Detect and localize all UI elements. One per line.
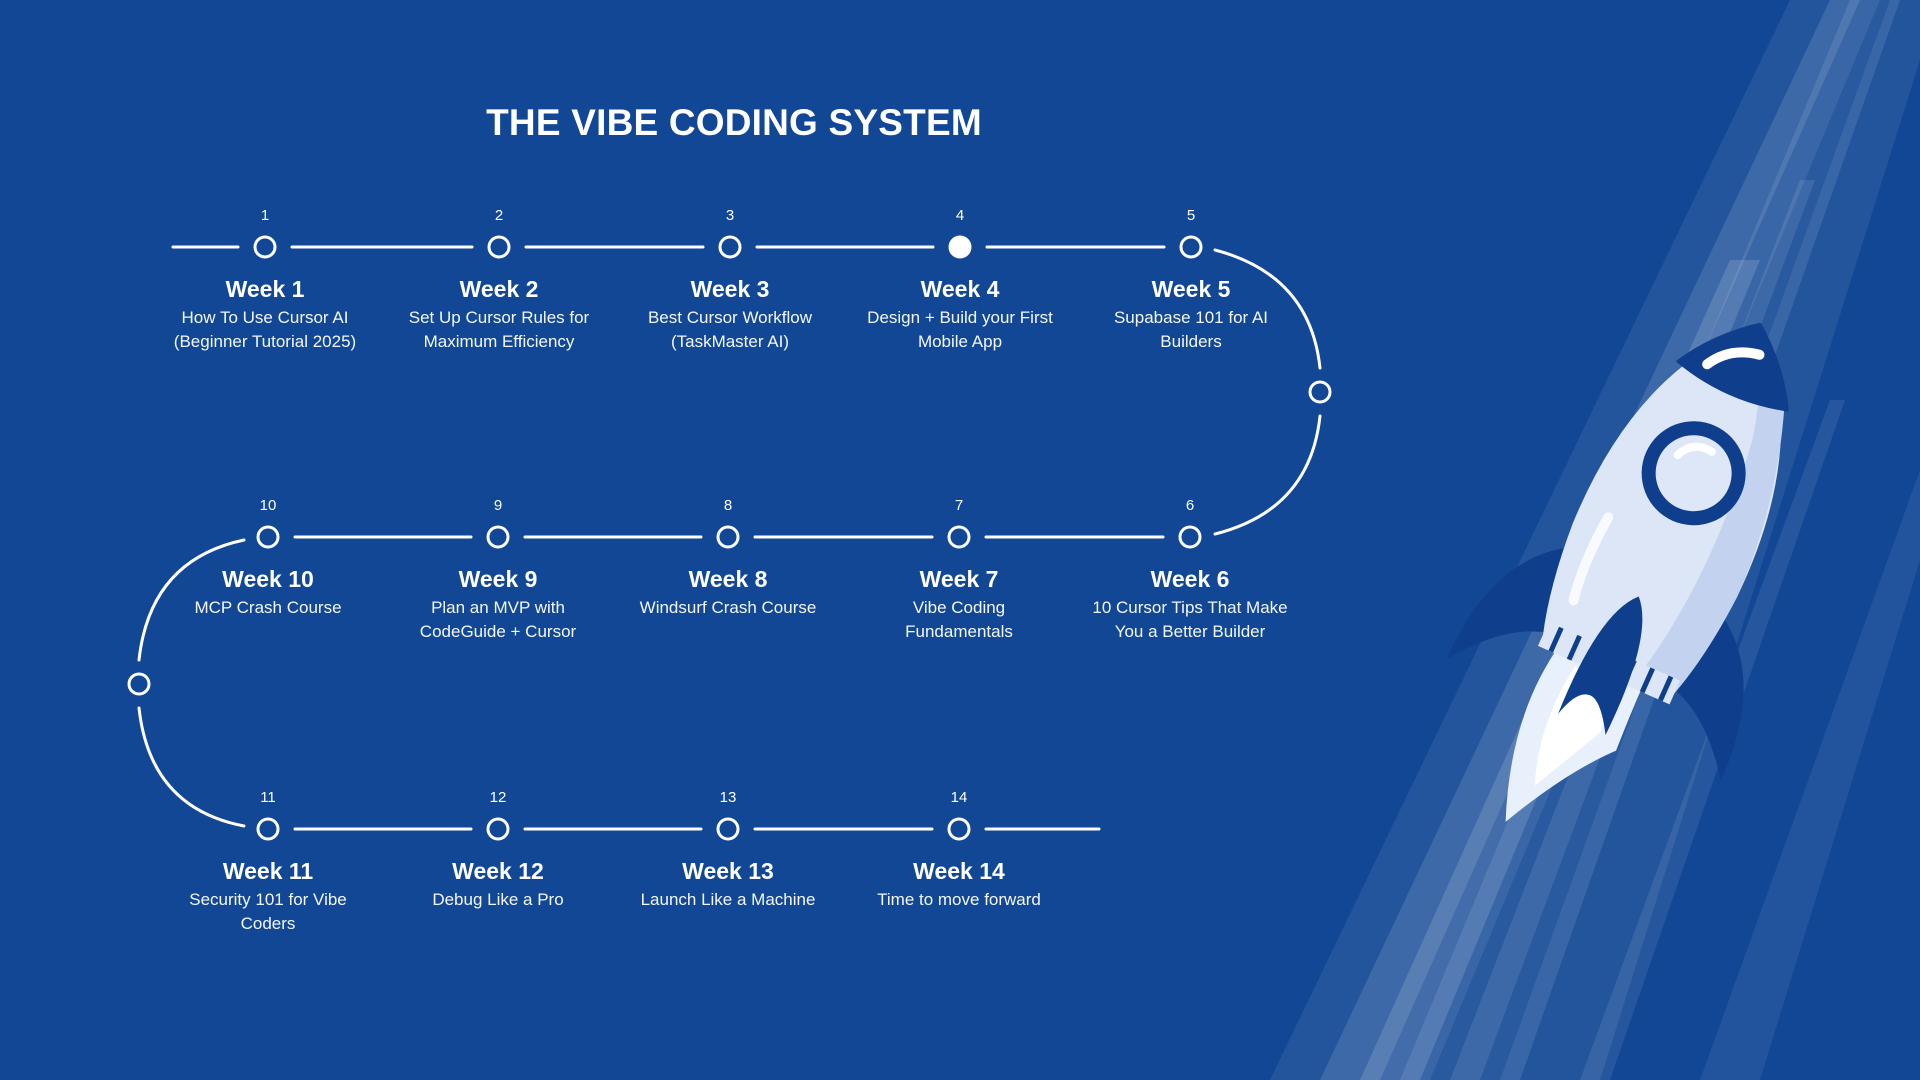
week-item: Week 14 Time to move forward	[859, 858, 1059, 912]
week-title: Week 13	[682, 858, 774, 884]
timeline-node	[947, 525, 971, 549]
week-title: Week 7	[919, 566, 999, 592]
week-item: Week 7 Vibe Coding Fundamentals	[859, 566, 1059, 644]
week-description: Supabase 101 for AI Builders	[1113, 308, 1269, 352]
timeline-node	[486, 817, 510, 841]
week-description: MCP Crash Course	[194, 598, 342, 618]
week-description: How To Use Cursor AI (Beginner Tutorial …	[173, 308, 357, 352]
week-title: Week 10	[222, 566, 314, 592]
timeline-node	[256, 525, 280, 549]
week-item: Week 9 Plan an MVP with CodeGuide + Curso…	[398, 566, 598, 644]
timeline-curve-right	[1213, 414, 1322, 536]
week-title: Week 11	[222, 858, 314, 884]
week-number: 12	[489, 789, 507, 806]
week-number: 4	[955, 207, 965, 224]
week-number: 9	[493, 497, 503, 514]
week-title: Week 8	[688, 566, 768, 592]
week-description: Plan an MVP with CodeGuide + Cursor	[419, 598, 577, 642]
week-description: Set Up Cursor Rules for Maximum Efficien…	[408, 308, 590, 352]
week-number: 13	[719, 789, 737, 806]
page-title: THE VIBE CODING SYSTEM	[486, 102, 982, 143]
timeline-node-filled	[948, 235, 972, 259]
timeline-curve-left	[137, 538, 246, 662]
week-number: 6	[1185, 497, 1195, 514]
week-number: 14	[950, 789, 968, 806]
timeline-node	[947, 817, 971, 841]
timeline-connector-circle	[127, 672, 151, 696]
week-description: Windsurf Crash Course	[639, 598, 817, 618]
week-description: Vibe Coding Fundamentals	[905, 598, 1013, 642]
week-item: Week 11 Security 101 for Vibe Coders	[168, 858, 368, 936]
timeline-node	[256, 817, 280, 841]
timeline-node	[1178, 525, 1202, 549]
timeline-connector-circle	[1308, 380, 1332, 404]
timeline-node	[253, 235, 277, 259]
timeline-node	[1179, 235, 1203, 259]
week-title: Week 9	[458, 566, 538, 592]
timeline-node	[718, 235, 742, 259]
week-description: Time to move forward	[877, 890, 1041, 910]
week-description: Design + Build your First Mobile App	[867, 308, 1053, 352]
week-number: 8	[723, 497, 733, 514]
week-description: Security 101 for Vibe Coders	[189, 890, 347, 934]
week-description: Launch Like a Machine	[640, 890, 816, 910]
week-title: Week 4	[920, 276, 1000, 302]
week-item: Week 3 Best Cursor Workflow (TaskMaster A…	[630, 276, 830, 354]
week-number: 3	[725, 207, 735, 224]
week-item: Week 5 Supabase 101 for AI Builders	[1091, 276, 1291, 354]
week-number: 10	[259, 497, 277, 514]
week-title: Week 14	[913, 858, 1005, 884]
timeline-node	[487, 235, 511, 259]
week-item: Week 2 Set Up Cursor Rules for Maximum Ef…	[399, 276, 599, 354]
week-number: 11	[260, 789, 276, 806]
week-description: 10 Cursor Tips That Make You a Better Bu…	[1092, 598, 1288, 642]
week-item: Week 4 Design + Build your First Mobile A…	[860, 276, 1060, 354]
week-item: Week 1 How To Use Cursor AI (Beginner Tut…	[165, 276, 365, 354]
week-title: Week 6	[1150, 566, 1230, 592]
week-description: Debug Like a Pro	[432, 890, 564, 910]
week-title: Week 3	[690, 276, 770, 302]
week-number: 2	[494, 207, 504, 224]
week-number: 5	[1186, 207, 1196, 224]
week-item: Week 6 10 Cursor Tips That Make You a Bet…	[1090, 566, 1290, 644]
week-number: 1	[260, 207, 270, 224]
timeline-node	[716, 525, 740, 549]
timeline-curve-right	[1213, 248, 1322, 370]
week-title: Week 12	[452, 858, 544, 884]
week-title: Week 2	[459, 276, 539, 302]
week-description: Best Cursor Workflow (TaskMaster AI)	[647, 308, 813, 352]
timeline-curve-left	[137, 706, 246, 828]
week-number: 7	[954, 497, 964, 514]
week-title: Week 5	[1151, 276, 1231, 302]
week-item: Week 10 MCP Crash Course	[168, 566, 368, 620]
timeline-node	[716, 817, 740, 841]
timeline-node	[486, 525, 510, 549]
week-item: Week 13 Launch Like a Machine	[628, 858, 828, 912]
week-item: Week 8 Windsurf Crash Course	[628, 566, 828, 620]
week-item: Week 12 Debug Like a Pro	[398, 858, 598, 912]
week-title: Week 1	[225, 276, 305, 302]
